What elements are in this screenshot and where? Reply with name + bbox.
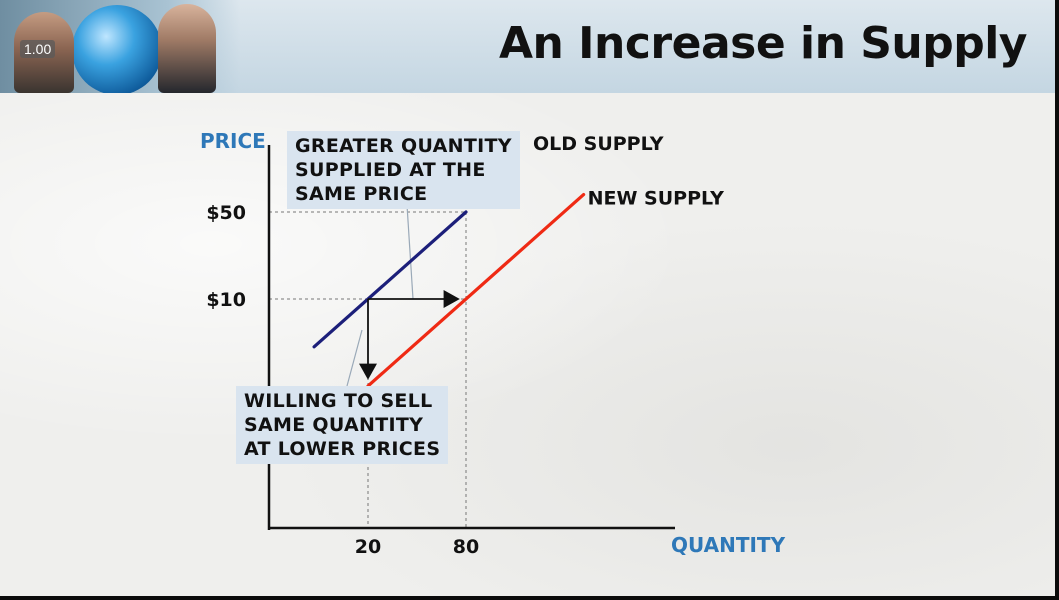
callout-greater-quantity: GREATER QUANTITY SUPPLIED AT THE SAME PR… [287,131,520,209]
globe-image [72,5,162,95]
playback-speed-badge[interactable]: 1.00 [20,40,56,58]
callout-line: GREATER QUANTITY [295,135,512,157]
slide-title: An Increase in Supply [498,18,1028,69]
y-axis-label: PRICE [200,129,266,153]
new-supply-label: NEW SUPPLY [588,188,725,210]
old-supply-label: OLD SUPPLY [533,133,664,155]
chart-series [312,193,586,388]
x-axis-label: QUANTITY [671,533,786,557]
callout-line: SAME PRICE [295,183,428,205]
paper-background [0,93,1055,596]
old-supply-line [312,210,468,349]
new-supply-line [366,193,586,388]
callout-lower-prices: WILLING TO SELL SAME QUANTITY AT LOWER P… [236,386,449,464]
chart-labels: PRICE QUANTITY $10 $50 20 80 OLD SUPPLY NEW SUP… [200,129,786,558]
callout-line: SAME QUANTITY [244,414,424,436]
slide-header: 1.00 An Increase in Supply [0,0,1055,95]
y-tick-label: $10 [206,289,246,311]
callout-leader-lines [346,204,414,387]
x-tick-label: 20 [355,536,381,558]
callout-line: AT LOWER PRICES [244,438,441,460]
leader-line-top [406,204,414,300]
leader-line-bottom [346,329,363,387]
y-tick-label: $50 [206,202,246,224]
callout-line: SUPPLIED AT THE [295,159,486,181]
callout-line: WILLING TO SELL [244,390,433,412]
x-tick-label: 80 [453,536,479,558]
chart-axes [267,145,675,530]
presenter-photo-right [158,4,216,93]
chart-arrows [359,290,460,380]
